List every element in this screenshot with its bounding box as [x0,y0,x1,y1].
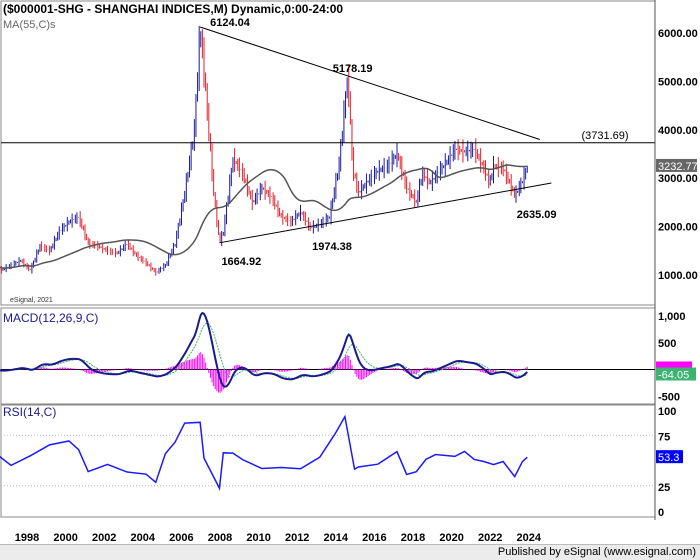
price-annotation: 1664.92 [221,256,261,268]
macd-value-label: -64.05 [658,370,689,382]
x-tick-label: 2002 [92,532,116,544]
price-tick-label: 5000.00 [658,76,698,88]
axis-layer: 6000.00 5000.00 4000.00 3000.00 2000.00 1000.… [15,0,698,544]
x-tick-label: 2020 [439,532,463,544]
x-tick-label: 2008 [208,532,232,544]
rsi-value-box [656,450,683,464]
footer-text: Published by eSignal (www.esignal.com) [497,546,696,558]
macd-layer [0,311,655,393]
rsi-tick-label: 75 [658,431,670,443]
x-tick-label: 2010 [246,532,270,544]
trendline [199,26,540,140]
rsi-title: RSI(14,C) [3,405,56,419]
macd-signal-line [0,322,528,379]
price-annotation: 2635.09 [517,209,557,221]
x-tick-label: 2000 [53,532,77,544]
rsi-line [0,414,528,491]
resistance-label: (3731.69) [581,130,628,142]
footer: Published by eSignal (www.esignal.com) [0,544,700,560]
price-pane [0,0,656,306]
price-tick-label: 6000.00 [658,28,698,40]
price-layer: (3731.69) 6124.04 5178.19 1664.92 1974.38 263… [0,17,655,276]
macd-hist-value-box [656,361,692,368]
price-annotation: 5178.19 [333,63,373,75]
rsi-value-label: 53.3 [658,452,679,464]
macd-title: MACD(12,26,9,C) [3,311,98,325]
ma-line [0,164,528,269]
price-tick-label: 2000.00 [658,222,698,234]
price-annotation: 1974.38 [312,241,352,253]
ma-label: MA(55,C)s [3,19,56,31]
macd-tick-label: 500 [658,338,676,350]
rsi-pane [0,404,656,518]
chart-canvas: (3731.69) 6124.04 5178.19 1664.92 1974.38 263… [0,0,698,544]
macd-value-box [656,367,696,381]
macd-pane [0,307,656,405]
macd-line [0,311,528,388]
rsi-layer [0,414,655,491]
rsi-tick-label: 100 [658,406,676,418]
rsi-tick-label: 0 [658,507,664,519]
copyright: eSignal, 2021 [10,297,53,304]
last-price-box [656,158,697,172]
x-tick-label: 2024 [517,532,542,544]
rsi-tick-label: 25 [658,482,670,494]
x-tick-label: 2016 [362,532,386,544]
x-tick-label: 1998 [15,532,39,544]
trendline [219,182,552,244]
chart-title: ($000001-SHG - SHANGHAI INDICES,M) Dynam… [3,2,343,16]
x-tick-label: 2006 [169,532,193,544]
last-price-label: 3232.77 [658,161,698,173]
x-tick-label: 2012 [285,532,309,544]
macd-tick-label: 1,000 [658,311,686,323]
price-tick-label: 1000.00 [658,270,698,282]
price-annotation: 6124.04 [210,17,251,29]
x-tick-label: 2014 [324,532,349,544]
macd-tick-label: -500 [658,391,680,403]
x-tick-label: 2004 [131,532,156,544]
price-tick-label: 3000.00 [658,173,698,185]
x-tick-label: 2018 [401,532,425,544]
price-tick-label: 4000.00 [658,125,698,137]
x-tick-label: 2022 [478,532,502,544]
